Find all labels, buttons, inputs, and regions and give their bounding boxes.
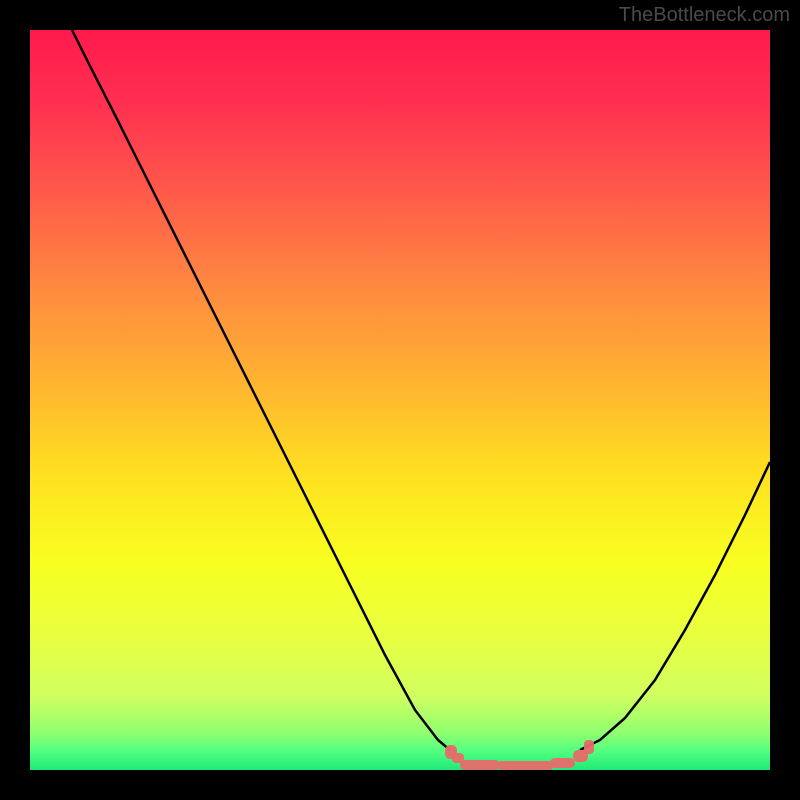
chart-container: [30, 30, 770, 770]
valley-marker: [498, 761, 553, 770]
watermark-text: TheBottleneck.com: [619, 4, 790, 27]
valley-marker: [584, 740, 594, 754]
valley-marker: [550, 758, 575, 768]
valley-markers: [30, 30, 770, 770]
valley-marker: [460, 760, 500, 770]
